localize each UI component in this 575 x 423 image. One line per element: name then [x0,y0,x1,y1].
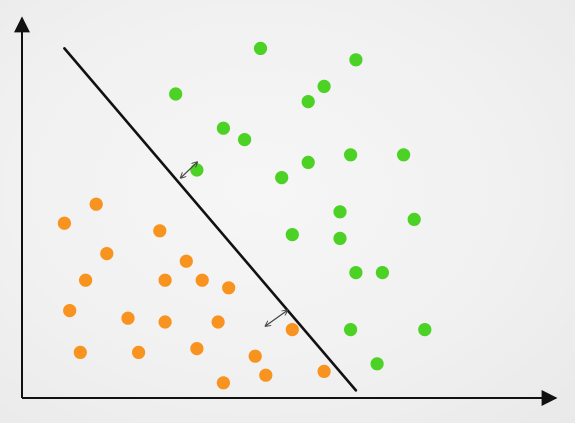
orange-data-point-14 [211,315,225,329]
green-data-point-21 [370,357,384,371]
green-data-point-20 [418,323,432,337]
green-data-point-4 [169,87,183,101]
green-data-point-7 [238,133,252,147]
green-data-point-5 [301,95,315,109]
green-data-point-6 [216,121,230,135]
orange-data-point-17 [248,349,262,363]
green-data-point-16 [407,212,421,226]
orange-data-point-7 [153,224,167,238]
green-data-point-9 [301,155,315,169]
green-data-point-3 [317,79,331,93]
green-data-point-11 [275,171,289,185]
orange-data-point-21 [317,364,331,378]
orange-data-point-1 [57,216,71,230]
green-data-point-10 [344,148,358,162]
orange-data-point-10 [195,273,209,287]
orange-data-point-13 [158,315,172,329]
orange-data-point-11 [222,281,236,295]
decision-boundary-line [63,47,358,392]
orange-data-point-2 [89,197,103,211]
orange-data-point-19 [259,368,273,382]
orange-data-point-4 [79,273,93,287]
orange-data-point-3 [100,247,114,261]
green-data-point-1 [253,41,268,56]
green-data-point-2 [349,53,363,67]
orange-data-point-16 [132,345,146,359]
orange-data-point-8 [179,254,193,268]
orange-data-point-12 [121,311,135,325]
margin-arrow-2 [266,311,287,326]
orange-data-point-6 [73,345,87,359]
green-data-point-8 [190,163,204,177]
green-data-point-18 [375,266,389,280]
green-data-point-13 [333,205,347,219]
orange-data-point-15 [190,342,204,356]
green-data-point-17 [349,266,363,280]
green-data-point-14 [285,228,299,242]
green-data-point-15 [333,231,347,245]
margin-arrow-1 [181,162,197,177]
orange-data-point-9 [158,273,172,287]
green-data-point-19 [344,323,358,337]
orange-data-point-20 [285,323,299,337]
orange-data-point-18 [216,376,230,390]
orange-data-point-5 [63,304,77,318]
green-data-point-12 [397,148,411,162]
